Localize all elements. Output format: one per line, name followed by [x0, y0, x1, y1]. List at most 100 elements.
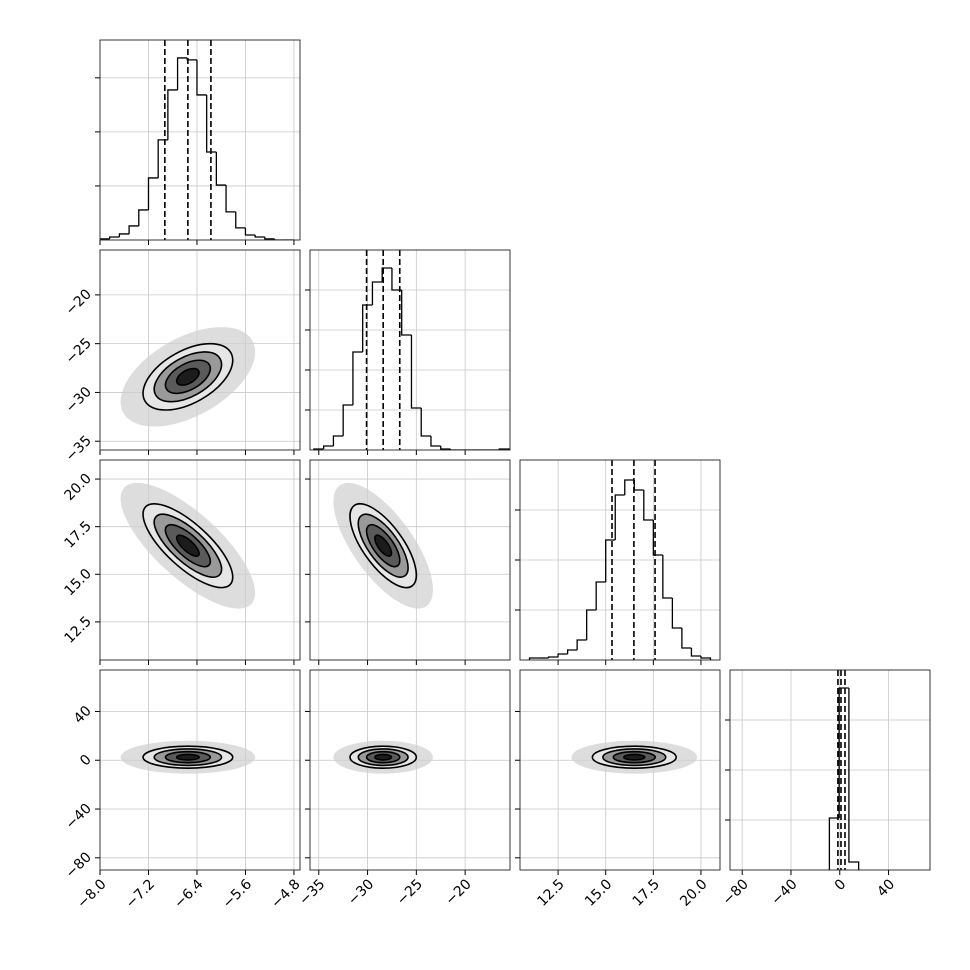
histogram-bin	[332, 435, 344, 446]
y-tick-label: −80	[63, 849, 95, 881]
histogram-bin	[700, 656, 712, 660]
histogram-bin	[138, 209, 149, 226]
panel-frame	[729, 669, 931, 871]
histogram-bin	[605, 539, 616, 582]
histogram-bin	[528, 657, 540, 660]
panel	[730, 670, 930, 870]
x-tick-label: −5.6	[220, 876, 255, 911]
y-tick-label: −20	[63, 286, 95, 318]
histogram-bin	[128, 225, 139, 234]
histogram-bin	[401, 290, 412, 336]
y-tick-label: 0	[77, 752, 95, 770]
histogram-bin	[176, 57, 188, 90]
panel-frame	[519, 459, 721, 661]
histogram-bin	[547, 656, 559, 658]
x-tick-label: −80	[720, 876, 752, 908]
panel-frame	[99, 39, 301, 241]
histogram-bin	[362, 304, 373, 352]
y-tick-label: 12.5	[61, 613, 94, 646]
y-tick-label: −25	[63, 335, 95, 367]
x-tick-label: −20	[443, 876, 475, 908]
histogram-bin	[100, 238, 110, 240]
panel-frame	[309, 459, 511, 661]
histogram-bin	[420, 408, 431, 437]
x-tick-label: −30	[345, 876, 377, 908]
histogram-bin	[671, 598, 682, 629]
histogram-bin	[624, 479, 635, 495]
histogram-bin	[352, 351, 363, 405]
x-tick-label: −40	[768, 876, 800, 908]
histogram-bin	[118, 233, 130, 237]
histogram-bin	[235, 211, 246, 229]
histogram-bin	[681, 628, 692, 649]
y-tick-label: −35	[63, 433, 95, 465]
histogram-bin	[410, 335, 422, 409]
panel	[100, 250, 300, 450]
y-tick-label: 20.0	[61, 471, 94, 504]
x-tick-label: 17.5	[630, 876, 663, 909]
histogram-bin	[244, 227, 256, 236]
histogram-bin	[652, 520, 663, 556]
histogram-bin	[273, 238, 285, 240]
x-tick-label: 15.0	[582, 876, 615, 909]
y-tick-label: 15.0	[61, 566, 94, 599]
x-tick-label: 40	[874, 876, 898, 900]
histogram-bin	[206, 94, 217, 153]
histogram-bin	[566, 649, 578, 654]
histogram-bin	[254, 235, 265, 238]
x-tick-label: −6.4	[171, 876, 206, 911]
histogram-bin	[264, 236, 275, 240]
histogram-bin	[342, 404, 353, 436]
histogram-bin	[595, 581, 606, 610]
histogram-bin	[215, 152, 227, 186]
x-tick-label: 0	[832, 876, 850, 894]
panel-frame	[99, 669, 301, 871]
panel	[310, 250, 510, 450]
density-contour	[175, 534, 200, 557]
panel	[520, 670, 720, 870]
histogram-bin	[848, 688, 860, 870]
histogram-bin	[576, 639, 587, 650]
histogram-bin	[430, 436, 441, 447]
density-contour	[623, 753, 646, 761]
panel	[100, 670, 300, 870]
histogram-bin	[157, 139, 168, 178]
panel-frame	[99, 249, 301, 451]
density-contour	[374, 753, 393, 761]
y-tick-label: −40	[63, 801, 95, 833]
histogram-bin	[633, 480, 644, 491]
panel	[520, 460, 720, 660]
histogram-bin	[690, 648, 701, 657]
y-tick-label: −30	[63, 384, 95, 416]
histogram-bin	[147, 177, 159, 210]
histogram-bin	[391, 268, 402, 291]
histogram-bin	[109, 236, 120, 239]
y-tick-label: 17.5	[61, 518, 94, 551]
y-tick-label: 40	[71, 703, 95, 727]
density-contour	[374, 534, 393, 557]
histogram-bin	[381, 267, 392, 282]
panel	[310, 670, 510, 870]
panel	[100, 460, 300, 660]
histogram-bin	[828, 817, 840, 870]
histogram-bin	[196, 59, 207, 96]
panel-frame	[99, 459, 301, 661]
histogram-bin	[449, 449, 461, 450]
histogram-bin	[225, 185, 236, 213]
histogram-bin	[662, 555, 673, 599]
x-tick-label: −25	[394, 876, 426, 908]
x-tick-label: −7.2	[123, 876, 158, 911]
panel-frame	[309, 249, 511, 451]
histogram-bin	[440, 446, 451, 450]
panel-frame	[519, 669, 721, 871]
panel-frame	[309, 669, 511, 871]
x-tick-label: −35	[296, 876, 328, 908]
histogram-bin	[614, 494, 625, 540]
histogram-bin	[498, 448, 510, 450]
x-tick-label: 12.5	[534, 876, 567, 909]
histogram-bin	[167, 89, 178, 140]
x-tick-label: −8.0	[74, 876, 109, 911]
histogram-bin	[371, 281, 383, 305]
